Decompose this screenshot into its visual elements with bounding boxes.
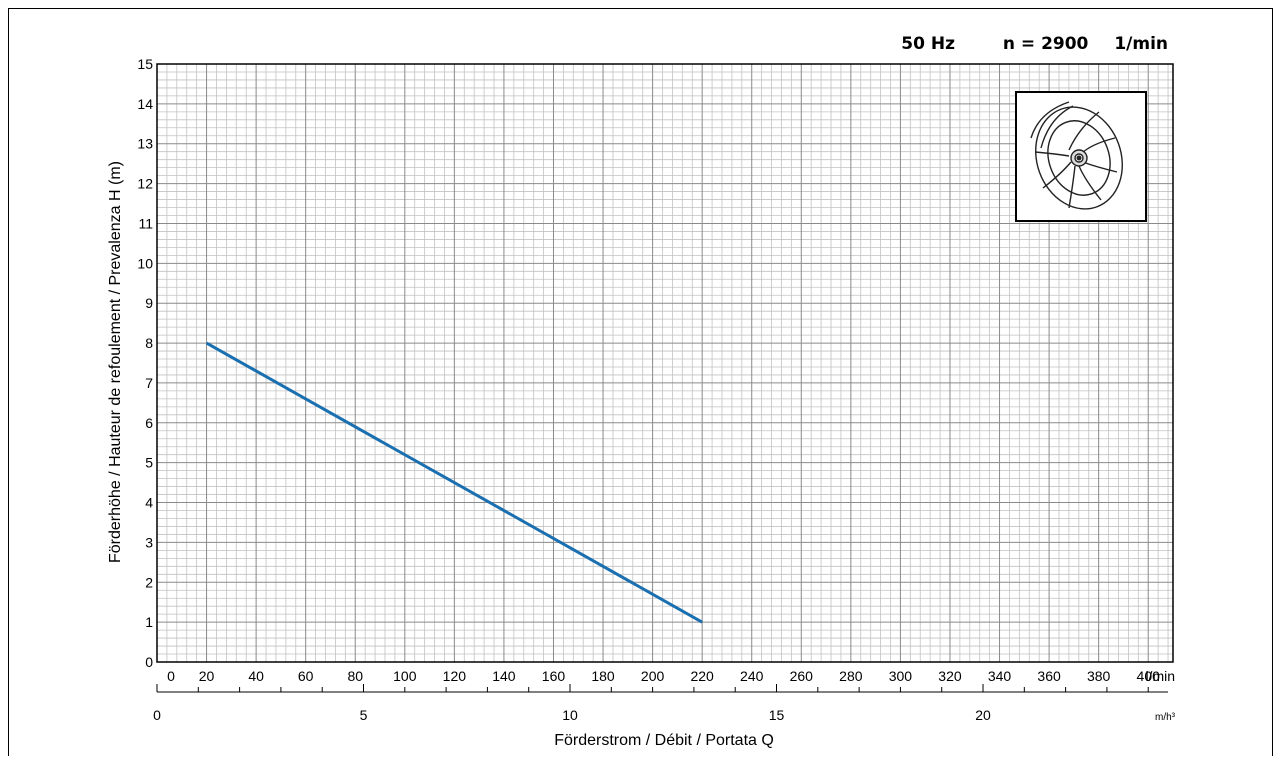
secondary-tick-label: 0 xyxy=(153,707,161,723)
x-tick-label: 120 xyxy=(443,668,467,684)
y-tick-label: 2 xyxy=(145,574,153,590)
y-tick-label: 5 xyxy=(145,455,153,471)
x-tick-label: 280 xyxy=(839,668,863,684)
x-tick-label: 80 xyxy=(347,668,363,684)
series-group xyxy=(205,341,703,624)
x-tick-label: 320 xyxy=(938,668,962,684)
x-tick-label: 240 xyxy=(740,668,764,684)
frequency-label: 50 Hz xyxy=(901,34,955,54)
x-tick-label: 0 xyxy=(167,668,175,684)
x-tick-label: 360 xyxy=(1037,668,1061,684)
secondary-unit-label: m/h³ xyxy=(1155,712,1176,723)
secondary-x-axis: 0 5 10 15 20 m/h³ xyxy=(153,684,1176,723)
chart-frame xyxy=(8,8,1273,756)
x-tick-label: 400 xyxy=(1137,668,1161,684)
plot-border xyxy=(156,63,1174,663)
y-tick-label: 6 xyxy=(145,415,153,431)
secondary-tick-label: 20 xyxy=(975,707,991,723)
y-tick-label: 15 xyxy=(137,56,153,72)
speed-label: n = 2900 xyxy=(1002,34,1089,54)
secondary-tick-label: 5 xyxy=(360,707,368,723)
x-tick-label: 180 xyxy=(591,668,615,684)
y-tick-label: 11 xyxy=(138,215,153,231)
x-tick-label: 340 xyxy=(988,668,1012,684)
y-tick-label: 14 xyxy=(137,96,153,112)
y-tick-label: 3 xyxy=(145,534,153,550)
chart-header: 50 Hz n = 2900 1/min xyxy=(901,34,1168,54)
y-tick-label: 7 xyxy=(145,375,153,391)
x-tick-label: 40 xyxy=(248,668,264,684)
x-tick-label: 380 xyxy=(1087,668,1111,684)
x-axis-title: Förderstrom / Débit / Portata Q xyxy=(554,732,774,749)
y-tick-label: 4 xyxy=(145,495,153,511)
y-tick-label: 13 xyxy=(137,136,153,152)
x-tick-label: 20 xyxy=(199,668,215,684)
x-tick-label: 60 xyxy=(298,668,314,684)
y-axis-title: Förderhöhe / Hauteur de refoulement / Pr… xyxy=(107,161,124,563)
speed-unit: 1/min xyxy=(1114,34,1168,54)
x-tick-label: 200 xyxy=(641,668,665,684)
secondary-tick-label: 15 xyxy=(769,707,785,723)
grid-minor xyxy=(157,64,1173,662)
x-unit-label: l/min xyxy=(1145,668,1175,684)
x-tick-labels: 0 20 40 60 80 100 120 140 160 180 200 220 240 260 280 3… xyxy=(167,668,1175,684)
x-tick-label: 220 xyxy=(690,668,714,684)
impeller-icon xyxy=(1015,91,1147,222)
y-tick-label: 9 xyxy=(145,295,153,311)
pump-curve-line xyxy=(205,341,703,624)
x-tick-label: 160 xyxy=(542,668,566,684)
y-tick-label: 0 xyxy=(145,654,153,670)
x-tick-label: 300 xyxy=(889,668,913,684)
secondary-tick-label: 10 xyxy=(562,707,578,723)
y-tick-label: 10 xyxy=(137,255,153,271)
x-tick-label: 100 xyxy=(393,668,417,684)
y-tick-label: 1 xyxy=(145,614,153,630)
y-tick-label: 12 xyxy=(137,176,153,192)
x-tick-label: 140 xyxy=(492,668,516,684)
x-tick-label: 260 xyxy=(790,668,814,684)
y-tick-label: 8 xyxy=(145,335,153,351)
